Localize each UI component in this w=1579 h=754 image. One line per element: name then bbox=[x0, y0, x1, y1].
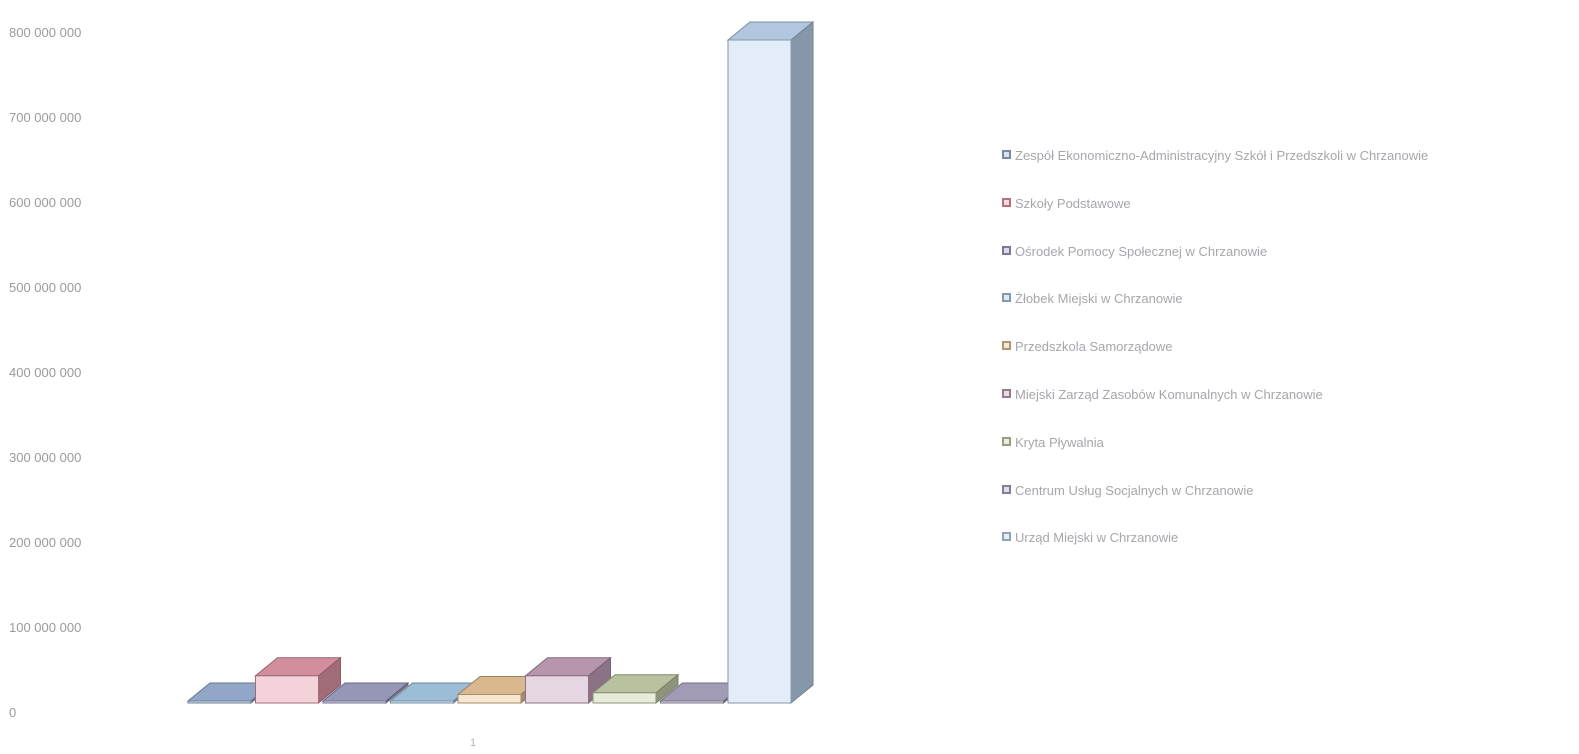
legend-swatch bbox=[1002, 436, 1011, 446]
y-tick-label: 0 bbox=[9, 705, 16, 720]
x-tick-label: 1 bbox=[470, 737, 476, 749]
y-tick-label: 400 000 000 bbox=[9, 365, 81, 380]
legend-swatch bbox=[1002, 484, 1011, 494]
legend-label: Urząd Miejski w Chrzanowie bbox=[1015, 530, 1179, 546]
bar bbox=[254, 656, 342, 705]
y-tick-label: 600 000 000 bbox=[9, 195, 81, 210]
bar bbox=[321, 681, 410, 705]
legend-label: Ośrodek Pomocy Społecznej w Chrzanowie bbox=[1015, 243, 1268, 259]
legend-item: Centrum Usług Socjalnych w Chrzanowie bbox=[1002, 483, 1428, 531]
legend-item: Żłobek Miejski w Chrzanowie bbox=[1002, 291, 1428, 339]
legend-item: Przedszkola Samorządowe bbox=[1002, 339, 1428, 387]
legend: Zespół Ekonomiczno-Administracyjny Szkół… bbox=[1002, 148, 1428, 578]
y-tick-label: 300 000 000 bbox=[9, 450, 81, 465]
y-tick-label: 200 000 000 bbox=[9, 535, 81, 550]
legend-swatch bbox=[1002, 197, 1011, 207]
legend-swatch bbox=[1002, 293, 1011, 303]
y-axis: 0 100 000 000 200 000 000 300 000 000 400 00… bbox=[9, 25, 81, 720]
y-tick-label: 500 000 000 bbox=[9, 280, 81, 295]
legend-item: Szkoły Podstawowe bbox=[1002, 196, 1428, 244]
legend-swatch bbox=[1002, 341, 1011, 351]
legend-swatch bbox=[1002, 532, 1011, 542]
legend-swatch bbox=[1002, 150, 1011, 159]
legend-label: Zespół Ekonomiczno-Administracyjny Szkół… bbox=[1015, 148, 1429, 163]
y-tick-label: 100 000 000 bbox=[9, 620, 81, 635]
x-axis: 1 bbox=[470, 737, 476, 749]
legend-swatch bbox=[1002, 245, 1011, 255]
legend-label: Przedszkola Samorządowe bbox=[1015, 339, 1173, 355]
legend-item: Kryta Pływalnia bbox=[1002, 435, 1428, 483]
legend-label: Szkoły Podstawowe bbox=[1015, 195, 1131, 211]
legend-item: Ośrodek Pomocy Społecznej w Chrzanowie bbox=[1002, 244, 1428, 292]
y-tick-label: 700 000 000 bbox=[9, 110, 81, 125]
legend-item: Zespół Ekonomiczno-Administracyjny Szkół… bbox=[1002, 148, 1428, 196]
bars bbox=[186, 20, 815, 705]
legend-item: Miejski Zarząd Zasobów Komunalnych w Chr… bbox=[1002, 387, 1428, 435]
bar bbox=[591, 673, 680, 705]
legend-label: Żłobek Miejski w Chrzanowie bbox=[1015, 291, 1183, 307]
legend-label: Kryta Pływalnia bbox=[1015, 434, 1104, 450]
y-tick-label: 800 000 000 bbox=[9, 25, 81, 40]
bar bbox=[726, 20, 815, 705]
legend-label: Centrum Usług Socjalnych w Chrzanowie bbox=[1015, 482, 1254, 498]
legend-label: Miejski Zarząd Zasobów Komunalnych w Chr… bbox=[1015, 386, 1323, 402]
legend-item: Urząd Miejski w Chrzanowie bbox=[1002, 530, 1428, 578]
legend-swatch bbox=[1002, 388, 1011, 398]
